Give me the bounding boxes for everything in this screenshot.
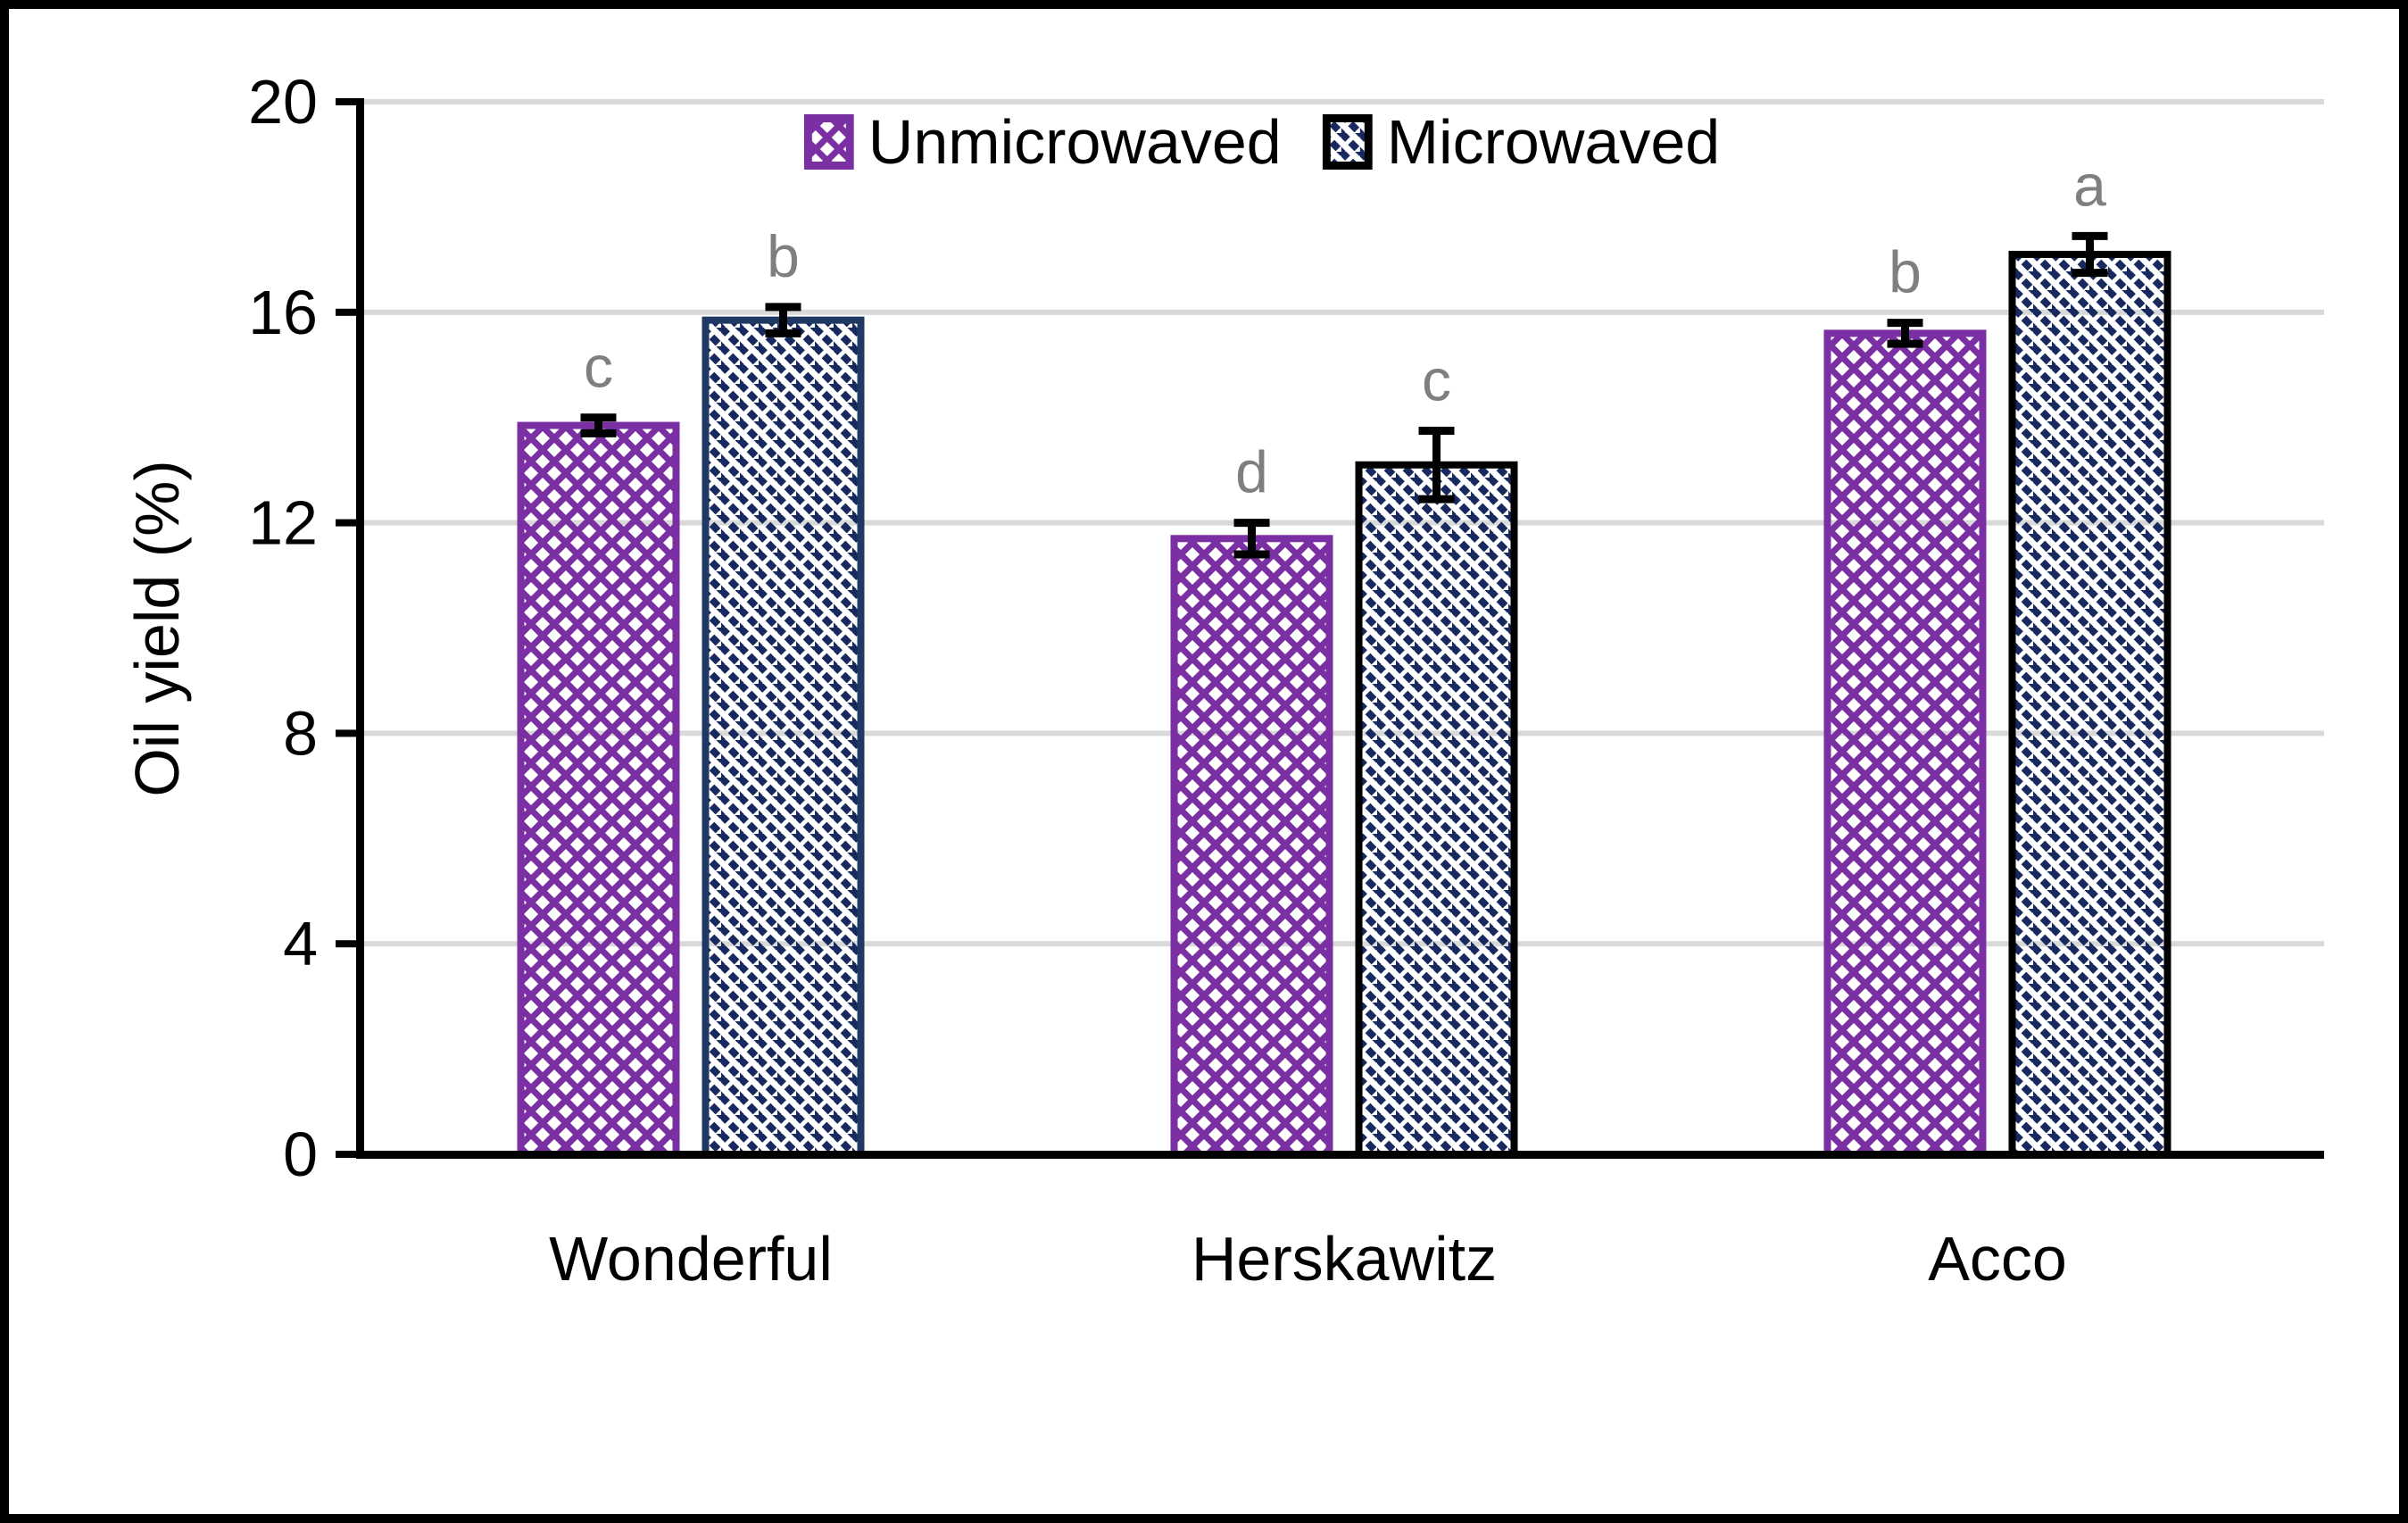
error-bar	[580, 413, 617, 437]
error-bars-group	[580, 231, 2108, 559]
gridlines	[364, 99, 2324, 947]
bar-chart: c b d c b a 0 4 8 12 16 20 Oil yield (%) Wonderful…	[122, 67, 2324, 1294]
y-tick-mark	[336, 308, 364, 316]
gridline	[364, 941, 2324, 947]
significance-letters: c b d c b a	[584, 152, 2106, 504]
legend-swatch-unmicrowaved	[803, 114, 854, 170]
bars-group	[517, 250, 2171, 1159]
error-bar	[1418, 426, 1455, 504]
x-category-label: Acco	[1928, 1224, 2067, 1294]
y-tick-label: 8	[283, 698, 318, 768]
y-tick-label: 0	[283, 1119, 318, 1189]
gridline	[364, 730, 2324, 737]
legend: Unmicrowaved Microwaved	[803, 107, 1721, 177]
bar-unmicrowaved-wonderful	[517, 421, 680, 1159]
x-axis-line	[356, 1151, 2324, 1159]
error-bar	[2072, 231, 2108, 278]
sig-letter: b	[1889, 239, 1922, 305]
y-axis-ticks	[336, 98, 364, 1158]
bar-unmicrowaved-acco	[1823, 329, 1987, 1158]
x-axis-category-labels: Wonderful Herskawitz Acco	[549, 1224, 2067, 1294]
y-tick-label: 4	[283, 909, 318, 978]
gridline	[364, 309, 2324, 315]
y-tick-mark	[336, 940, 364, 948]
x-category-label: Herskawitz	[1192, 1224, 1497, 1294]
sig-letter: c	[584, 334, 613, 400]
y-axis-tick-labels: 0 4 8 12 16 20	[248, 67, 318, 1189]
bar-microwaved-acco	[2008, 250, 2171, 1158]
bar-unmicrowaved-herskawitz	[1170, 535, 1333, 1158]
legend-label: Microwaved	[1386, 107, 1721, 177]
y-tick-label: 12	[248, 488, 318, 558]
error-bar	[1233, 519, 1270, 559]
legend-item-microwaved: Microwaved	[1322, 107, 1721, 177]
y-axis-title: Oil yield (%)	[122, 460, 192, 796]
y-tick-label: 16	[248, 278, 318, 347]
legend-item-unmicrowaved: Unmicrowaved	[803, 107, 1282, 177]
error-bar	[1887, 319, 1923, 348]
legend-swatch-microwaved	[1322, 114, 1373, 170]
gridline	[364, 520, 2324, 526]
error-bar	[765, 303, 801, 337]
y-tick-label: 20	[248, 67, 318, 137]
y-axis-line	[356, 98, 364, 1158]
y-tick-mark	[336, 98, 364, 105]
y-tick-mark	[336, 519, 364, 527]
legend-label: Unmicrowaved	[868, 107, 1282, 177]
y-tick-mark	[336, 729, 364, 737]
gridline	[364, 99, 2324, 104]
sig-letter: c	[1422, 346, 1451, 412]
sig-letter: a	[2073, 152, 2106, 218]
bar-microwaved-herskawitz	[1355, 461, 1518, 1158]
x-category-label: Wonderful	[549, 1224, 833, 1294]
sig-letter: b	[767, 223, 800, 289]
sig-letter: d	[1235, 439, 1268, 505]
bar-microwaved-wonderful	[702, 316, 865, 1158]
y-tick-mark	[336, 1151, 364, 1158]
